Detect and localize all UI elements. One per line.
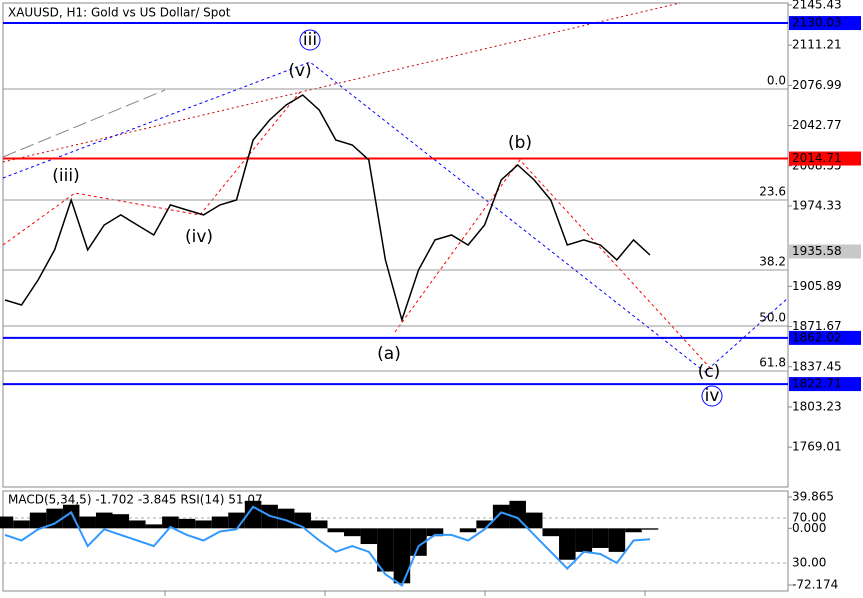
level-label: 1822.71 bbox=[792, 377, 842, 391]
level-label: 2130.03 bbox=[792, 16, 842, 30]
price-line bbox=[4, 94, 651, 323]
level-box bbox=[789, 16, 861, 31]
level-box bbox=[789, 330, 861, 345]
macd-bar bbox=[211, 516, 229, 529]
y-tick-label: 1974.33 bbox=[792, 198, 842, 212]
wave-label: (a) bbox=[377, 344, 401, 364]
y-tick-label: 1803.23 bbox=[792, 399, 842, 413]
macd-bar bbox=[310, 520, 328, 529]
y-tick-label: 1837.45 bbox=[792, 359, 842, 373]
macd-bar bbox=[112, 514, 130, 529]
macd-bar bbox=[13, 520, 30, 529]
macd-bar bbox=[575, 528, 593, 552]
fib-label: 38.2 bbox=[759, 255, 786, 269]
macd-bar bbox=[625, 528, 642, 533]
wave-line bbox=[2, 61, 789, 373]
main-frame bbox=[2, 2, 789, 488]
macd-bar bbox=[162, 516, 179, 529]
macd-bar bbox=[476, 520, 493, 529]
channel-line bbox=[2, 2, 681, 163]
y-tick-label: 2076.99 bbox=[792, 78, 842, 92]
macd-bar bbox=[542, 528, 560, 537]
level-box bbox=[789, 151, 861, 166]
channel-line bbox=[2, 89, 166, 158]
macd-bar bbox=[360, 528, 378, 545]
wave-label: iv bbox=[705, 386, 720, 406]
macd-bar bbox=[178, 518, 196, 529]
macd-bar bbox=[492, 504, 510, 529]
y-tick-label: -72.174 bbox=[792, 578, 838, 592]
chart-title: XAUUSD, H1: Gold vs US Dollar/ Spot bbox=[8, 6, 231, 20]
macd-bar bbox=[559, 528, 576, 560]
y-tick-label: 0.000 bbox=[792, 521, 826, 535]
sub-frame bbox=[2, 490, 789, 592]
wave-label: (b) bbox=[508, 133, 532, 153]
macd-bar bbox=[327, 528, 345, 533]
wave-label: (c) bbox=[698, 362, 721, 382]
y-tick-label: 39.865 bbox=[792, 489, 834, 503]
macd-bar bbox=[79, 516, 96, 529]
macd-bar bbox=[46, 508, 63, 529]
macd-bar bbox=[129, 520, 146, 529]
wave-line bbox=[394, 159, 713, 371]
y-tick-label: 1871.67 bbox=[792, 319, 842, 333]
sub-title: MACD(5,34,5) -1.702 -3.845 RSI(14) 51.07 bbox=[8, 493, 263, 507]
macd-bar bbox=[393, 528, 411, 584]
macd-bar bbox=[0, 516, 14, 529]
fib-label: 50.0 bbox=[759, 310, 786, 324]
wave-label: iii bbox=[303, 30, 317, 50]
y-tick-label: 2145.43 bbox=[792, 0, 842, 11]
macd-bar bbox=[195, 520, 212, 529]
macd-bar bbox=[426, 528, 444, 537]
y2-tick-label: 30.00 bbox=[792, 556, 826, 570]
macd-bar bbox=[592, 528, 609, 548]
wave-label: (v) bbox=[288, 61, 311, 81]
macd-bar bbox=[377, 528, 394, 572]
macd-bar bbox=[525, 512, 543, 529]
level-label: 2014.71 bbox=[792, 151, 842, 165]
macd-bar bbox=[459, 528, 477, 533]
fib-label: 0.0 bbox=[767, 73, 786, 87]
wave-circle bbox=[701, 385, 723, 407]
price-label: 1935.58 bbox=[792, 244, 842, 258]
macd-bar bbox=[95, 512, 113, 529]
macd-bar bbox=[344, 528, 361, 537]
y-tick-label: 2042.77 bbox=[792, 118, 842, 132]
wave-label: (iv) bbox=[185, 227, 213, 247]
trend-lines bbox=[2, 2, 789, 373]
macd-bar bbox=[410, 528, 427, 556]
price-box bbox=[789, 244, 861, 259]
y-tick-label: 2111.21 bbox=[792, 38, 842, 52]
macd-bar bbox=[608, 528, 626, 552]
wave-label: (iii) bbox=[52, 166, 79, 186]
rsi-line bbox=[4, 505, 651, 588]
level-label: 1862.02 bbox=[792, 330, 842, 344]
level-box bbox=[789, 377, 861, 392]
wave-circle bbox=[299, 29, 321, 51]
macd-bar bbox=[277, 508, 295, 529]
macd-bar bbox=[641, 528, 659, 530]
fib-label: 23.6 bbox=[759, 185, 786, 199]
wave-line bbox=[2, 91, 301, 246]
macd-bar bbox=[244, 500, 262, 529]
time-ticks bbox=[164, 591, 646, 596]
y-tick-label: 1905.89 bbox=[792, 279, 842, 293]
macd-bar bbox=[145, 524, 163, 529]
macd-bar bbox=[29, 512, 47, 529]
fib-label: 61.8 bbox=[759, 356, 786, 370]
y-tick-label: 1769.01 bbox=[792, 440, 842, 454]
y2-tick-label: 70.00 bbox=[792, 511, 826, 525]
